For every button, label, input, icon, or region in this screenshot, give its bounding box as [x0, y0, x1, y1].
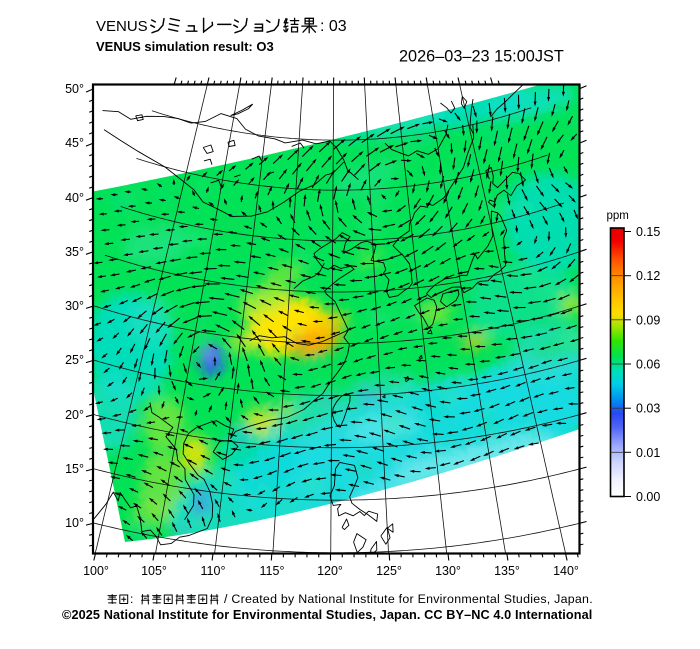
svg-text:VENUS simulation result: O3: VENUS simulation result: O3 — [96, 39, 274, 54]
svg-text:ppm: ppm — [607, 210, 629, 222]
svg-text:/ Created by National Institut: / Created by National Institute for Envi… — [224, 592, 593, 606]
svg-text:: 03: : 03 — [320, 18, 347, 35]
svg-text:35°: 35° — [65, 245, 84, 259]
svg-text:140°: 140° — [553, 564, 579, 578]
svg-text:45°: 45° — [65, 136, 84, 150]
svg-text:115°: 115° — [260, 564, 285, 578]
svg-text:40°: 40° — [65, 191, 84, 205]
svg-text:125°: 125° — [376, 564, 402, 578]
svg-text:30°: 30° — [65, 299, 84, 313]
svg-text::: : — [130, 592, 133, 606]
svg-text:135°: 135° — [494, 564, 520, 578]
svg-text:0.06: 0.06 — [636, 358, 660, 372]
svg-text:©2025 National Institute for E: ©2025 National Institute for Environment… — [62, 608, 592, 622]
svg-text:0.01: 0.01 — [636, 446, 660, 460]
svg-text:0.12: 0.12 — [636, 269, 660, 283]
svg-text:100°: 100° — [83, 564, 109, 578]
svg-text:130°: 130° — [435, 564, 461, 578]
svg-text:105°: 105° — [141, 564, 167, 578]
svg-text:50°: 50° — [65, 82, 84, 96]
svg-text:20°: 20° — [65, 408, 84, 422]
svg-text:25°: 25° — [65, 353, 84, 367]
svg-text:10°: 10° — [65, 516, 84, 530]
svg-text:110°: 110° — [201, 564, 226, 578]
svg-text:0.00: 0.00 — [636, 490, 660, 504]
svg-text:0.09: 0.09 — [636, 313, 660, 327]
svg-text:VENUS: VENUS — [96, 18, 148, 35]
svg-text:2026–03–23 15:00JST: 2026–03–23 15:00JST — [399, 48, 564, 66]
svg-text:120°: 120° — [317, 564, 343, 578]
svg-text:0.15: 0.15 — [636, 225, 660, 239]
svg-text:0.03: 0.03 — [636, 402, 660, 416]
svg-text:15°: 15° — [65, 462, 84, 476]
